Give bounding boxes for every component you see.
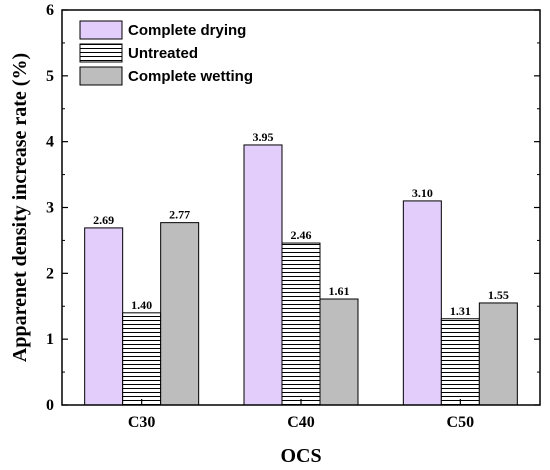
y-tick-label: 6: [46, 2, 54, 19]
data-label: 2.77: [169, 208, 190, 222]
data-label: 3.10: [412, 186, 433, 200]
y-tick-label: 2: [46, 265, 54, 282]
legend-label: Complete drying: [128, 22, 246, 39]
y-tick-label: 4: [46, 134, 54, 151]
y-tick-label: 5: [46, 68, 54, 85]
data-label: 1.55: [488, 288, 509, 302]
bar: [122, 312, 162, 406]
bar: [84, 227, 124, 406]
y-tick-label: 3: [46, 200, 54, 217]
bar: [402, 200, 442, 406]
bar: [440, 318, 480, 406]
x-tick-label: C40: [287, 414, 315, 431]
data-label: 2.69: [93, 213, 114, 227]
legend-label: Untreated: [128, 45, 198, 62]
bar: [281, 242, 321, 406]
bar: [319, 298, 359, 406]
x-tick-label: C30: [128, 414, 156, 431]
bar: [478, 302, 518, 406]
x-axis-title: OCS: [280, 445, 321, 467]
bar: [160, 222, 200, 406]
data-label: 1.61: [329, 284, 350, 298]
legend-swatch: [79, 66, 123, 86]
y-axis-title: Apparenet density increase rate (%): [9, 53, 31, 362]
y-tick-label: 0: [46, 397, 54, 414]
data-label: 3.95: [253, 130, 274, 144]
data-label: 2.46: [291, 228, 312, 242]
y-tick-label: 1: [46, 331, 54, 348]
data-label: 1.31: [450, 304, 471, 318]
x-tick-label: C50: [447, 414, 475, 431]
data-label: 1.40: [131, 298, 152, 312]
legend-swatch: [79, 43, 123, 63]
legend-label: Complete wetting: [128, 68, 253, 85]
legend-swatch: [79, 20, 123, 40]
bar: [243, 144, 283, 406]
